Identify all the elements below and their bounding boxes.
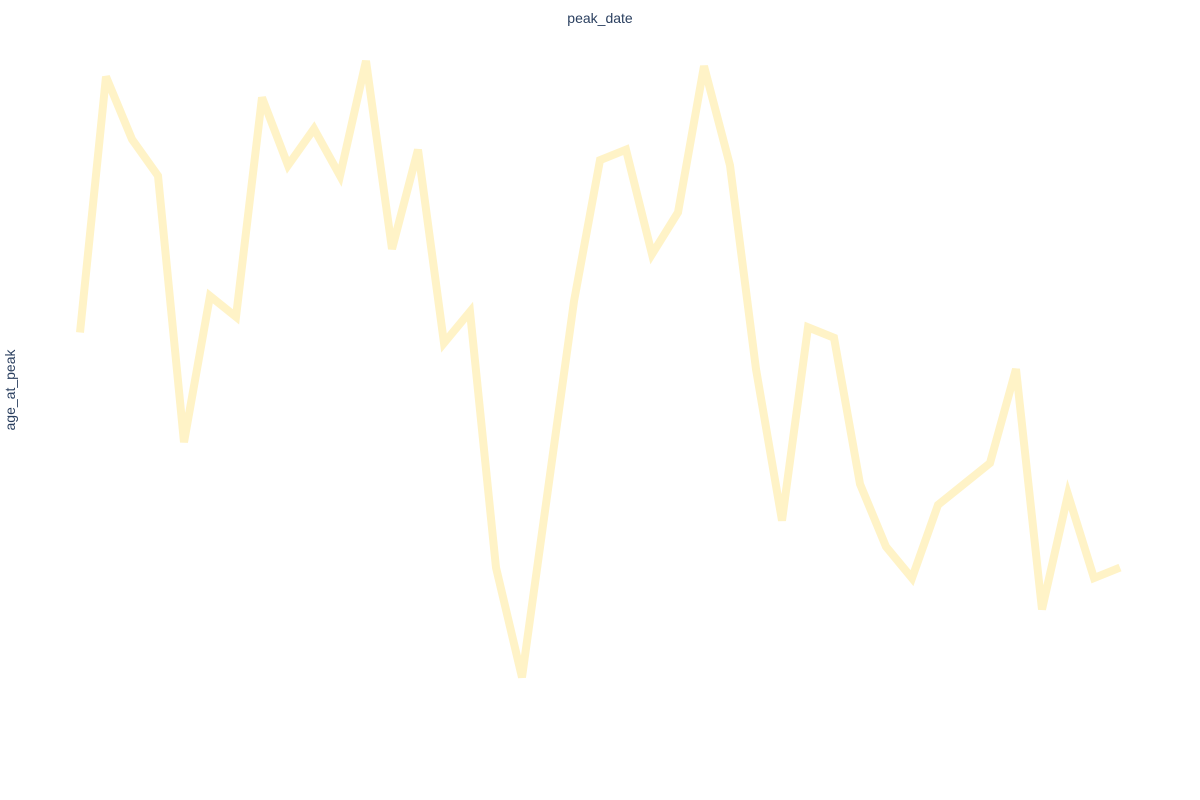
data-point[interactable] bbox=[336, 172, 344, 180]
data-point[interactable] bbox=[440, 339, 448, 347]
data-point[interactable] bbox=[206, 292, 214, 300]
data-point[interactable] bbox=[986, 459, 994, 467]
series-line-0 bbox=[76, 60, 1122, 679]
data-point[interactable] bbox=[518, 673, 526, 681]
data-point[interactable] bbox=[830, 334, 838, 342]
data-point[interactable] bbox=[76, 329, 84, 337]
data-point[interactable] bbox=[674, 208, 682, 216]
data-point[interactable] bbox=[102, 73, 110, 81]
data-point[interactable] bbox=[882, 543, 890, 551]
x-axis-title: peak_date bbox=[567, 10, 633, 26]
data-point[interactable] bbox=[284, 161, 292, 169]
data-point[interactable] bbox=[1116, 564, 1124, 572]
data-point[interactable] bbox=[960, 480, 968, 488]
data-point[interactable] bbox=[1012, 365, 1020, 373]
data-point[interactable] bbox=[414, 146, 422, 154]
data-point[interactable] bbox=[362, 57, 370, 65]
data-point[interactable] bbox=[752, 365, 760, 373]
data-point[interactable] bbox=[258, 94, 266, 102]
data-point[interactable] bbox=[700, 62, 708, 70]
data-point[interactable] bbox=[856, 480, 864, 488]
data-point[interactable] bbox=[492, 564, 500, 572]
data-point[interactable] bbox=[622, 146, 630, 154]
data-point[interactable] bbox=[1038, 605, 1046, 613]
data-point[interactable] bbox=[648, 250, 656, 258]
data-point[interactable] bbox=[934, 501, 942, 509]
data-point[interactable] bbox=[804, 323, 812, 331]
data-point[interactable] bbox=[466, 308, 474, 316]
data-point[interactable] bbox=[310, 125, 318, 133]
data-point[interactable] bbox=[180, 438, 188, 446]
data-point[interactable] bbox=[544, 485, 552, 493]
data-point[interactable] bbox=[232, 313, 240, 321]
data-point[interactable] bbox=[1090, 574, 1098, 582]
data-point[interactable] bbox=[128, 135, 136, 143]
data-point[interactable] bbox=[908, 574, 916, 582]
data-point[interactable] bbox=[596, 156, 604, 164]
data-point[interactable] bbox=[778, 517, 786, 525]
data-point[interactable] bbox=[154, 172, 162, 180]
data-point[interactable] bbox=[726, 161, 734, 169]
data-point[interactable] bbox=[1064, 491, 1072, 499]
data-point[interactable] bbox=[388, 245, 396, 253]
data-point[interactable] bbox=[570, 297, 578, 305]
